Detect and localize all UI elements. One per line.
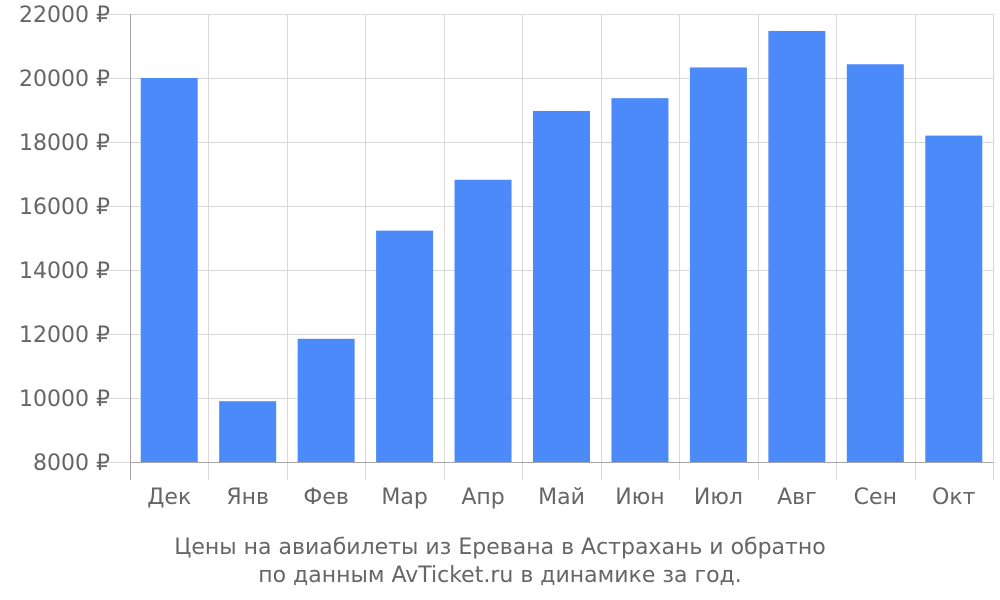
bar-1 <box>140 78 198 462</box>
x-tick-label: Июл <box>694 485 743 510</box>
x-tick-label: Июн <box>615 485 664 510</box>
bar-8 <box>689 67 747 462</box>
bar-5 <box>454 179 512 462</box>
x-tick-label: Мар <box>381 485 427 510</box>
chart-caption-line-2: по данным AvTicket.ru в динамике за год. <box>258 563 742 588</box>
y-tick-label: 14000 ₽ <box>19 259 110 284</box>
x-tick-label: Авг <box>777 485 817 510</box>
bar-11 <box>925 135 983 462</box>
y-tick-label: 8000 ₽ <box>33 451 110 476</box>
chart-caption-line-1: Цены на авиабилеты из Еревана в Астрахан… <box>174 535 826 560</box>
x-tick-label: Май <box>538 485 585 510</box>
bar-7 <box>611 98 669 462</box>
bar-9 <box>768 30 826 463</box>
bar-10 <box>846 64 904 463</box>
x-axis-tick-labels: Дек Янв Фев Мар Апр Май Июн Июл Авг Сен Окт <box>147 485 975 510</box>
bar-4 <box>376 230 434 462</box>
x-tick-label: Фев <box>303 485 348 510</box>
y-tick-label: 16000 ₽ <box>19 195 110 220</box>
axes <box>130 14 993 480</box>
x-tick-label: Апр <box>461 485 504 510</box>
bars <box>140 30 983 463</box>
y-tick-label: 20000 ₽ <box>19 67 110 92</box>
x-tick-label: Дек <box>147 485 191 510</box>
bar-6 <box>533 110 590 463</box>
bar-2 <box>219 401 277 462</box>
y-axis-tick-labels: 8000 ₽ 10000 ₽ 12000 ₽ 14000 ₽ 16000 ₽ 18000 … <box>19 3 110 476</box>
x-tick-label: Сен <box>854 485 897 510</box>
x-tick-label: Янв <box>226 485 269 510</box>
y-tick-label: 18000 ₽ <box>19 131 110 156</box>
x-tick-label: Окт <box>932 485 976 510</box>
bar-3 <box>297 338 355 462</box>
y-tick-label: 10000 ₽ <box>19 387 110 412</box>
y-tick-label: 12000 ₽ <box>19 323 110 348</box>
y-tick-label: 22000 ₽ <box>19 3 110 28</box>
